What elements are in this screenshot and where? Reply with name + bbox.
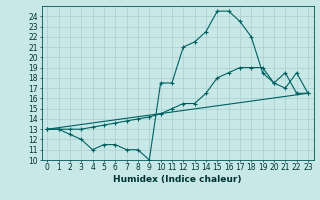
X-axis label: Humidex (Indice chaleur): Humidex (Indice chaleur) [113, 175, 242, 184]
